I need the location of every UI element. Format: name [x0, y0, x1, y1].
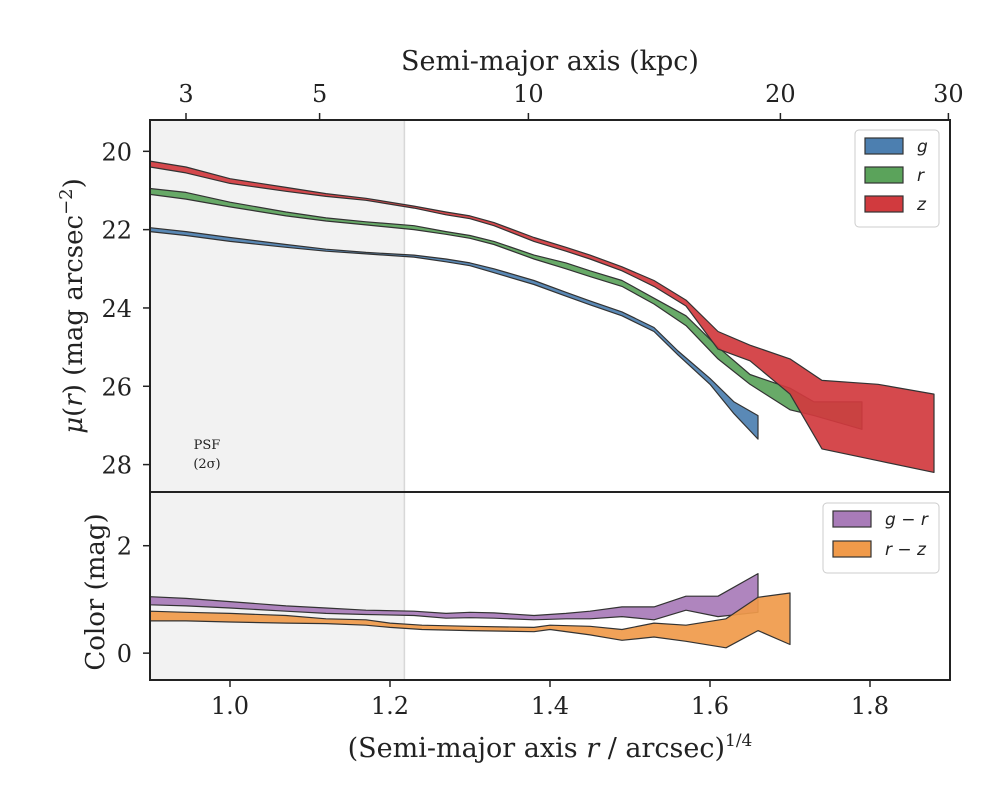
profile-legend-label: g: [917, 137, 928, 157]
kpc-tick-label: 3: [178, 80, 193, 108]
band-profile-0: [149, 227, 759, 440]
color-legend-label: r − z: [885, 540, 927, 560]
xtick-label: 1.8: [851, 692, 889, 720]
ticks-layer: 20 22 24 26 28 3 5 10 20 30 0 2 1.0 1.2 1.4 1.6 1.8: [101, 80, 963, 720]
color-legend-swatch: [832, 540, 872, 558]
top-axis-title: Semi-major axis (kpc): [401, 46, 699, 77]
profile-legend-label: r: [917, 166, 925, 186]
xtick-label: 1.2: [371, 692, 409, 720]
xtick-label: 1.0: [211, 692, 249, 720]
color-legend-label: g − r: [885, 510, 929, 530]
profile-legend-swatch: [864, 166, 904, 184]
color-legend: g − r r − z: [822, 502, 940, 574]
xtick-label: 1.6: [691, 692, 729, 720]
color-bands-layer: [149, 572, 791, 649]
profile-bands-layer: [149, 160, 935, 473]
profile-ytick-label: 28: [101, 452, 132, 480]
psf-shade: [150, 120, 405, 680]
profile-ytick-label: 24: [101, 295, 132, 323]
profile-legend-label: z: [916, 195, 927, 215]
band-color-1: [149, 592, 791, 649]
psf-label: PSF: [194, 438, 221, 453]
profile-ytick-label: 22: [101, 217, 132, 245]
psf-sigma-label: (2σ): [193, 457, 220, 472]
profile-ytick-label: 26: [101, 373, 132, 401]
profile-legend-swatch: [864, 195, 904, 213]
xtick-label: 1.4: [531, 692, 569, 720]
color-ytick-label: 0: [117, 640, 132, 668]
kpc-tick-label: 20: [765, 80, 796, 108]
profile-legend: grz: [854, 129, 940, 228]
band-profile-2: [149, 160, 935, 473]
kpc-tick-label: 10: [513, 80, 544, 108]
xlabel: (Semi-major axis r / arcsec)1/4: [348, 731, 753, 764]
kpc-tick-label: 30: [933, 80, 964, 108]
kpc-tick-label: 5: [312, 80, 327, 108]
color-legend-swatch: [832, 510, 872, 528]
profile-ylabel: μ(r) (mag arcsec−2): [56, 178, 89, 434]
profile-legend-swatch: [864, 137, 904, 155]
color-ytick-label: 2: [117, 533, 132, 561]
psf-region-layer: [150, 120, 406, 680]
profile-ytick-label: 20: [101, 138, 132, 166]
color-ylabel: Color (mag): [81, 513, 111, 670]
